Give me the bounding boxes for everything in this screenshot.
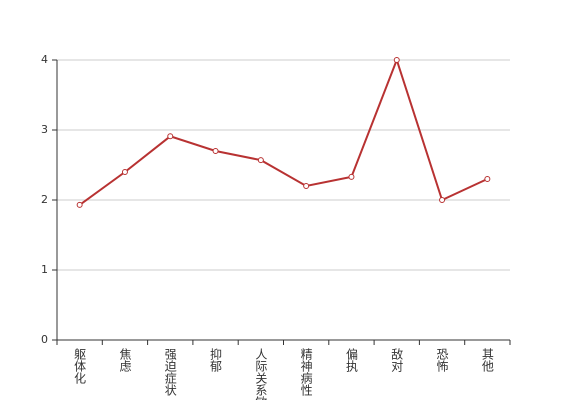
x-tick-label: 偏执: [344, 347, 358, 373]
y-tick-label: 4: [41, 53, 48, 66]
x-tick-label: 躯体化: [73, 347, 87, 385]
data-point: [393, 57, 400, 63]
x-tick-label: 恐怖: [435, 348, 449, 372]
x-tick-label: 强迫症状: [163, 348, 177, 396]
y-tick-label: 1: [41, 263, 48, 276]
y-tick-label: 2: [41, 193, 48, 206]
data-point: [167, 133, 174, 140]
data-point: [76, 201, 83, 208]
data-point: [348, 173, 355, 180]
data-point: [212, 148, 219, 154]
data-point: [439, 197, 446, 203]
x-tick-label: 敌对: [390, 347, 404, 372]
data-point: [484, 176, 491, 182]
data-point: [121, 169, 128, 175]
y-tick-label: 0: [41, 333, 48, 346]
data-line: [79, 57, 488, 206]
x-tick-label: 其他: [480, 348, 494, 372]
x-tick-label: 焦虑: [118, 348, 132, 372]
data-point: [303, 183, 310, 189]
x-tick-label: 抑郁: [209, 347, 223, 373]
data-point: [257, 157, 264, 164]
y-tick-label: 3: [41, 123, 48, 136]
x-tick-label: 精神病性: [299, 348, 313, 397]
x-tick-label: 人际关系敏感: [254, 348, 268, 400]
